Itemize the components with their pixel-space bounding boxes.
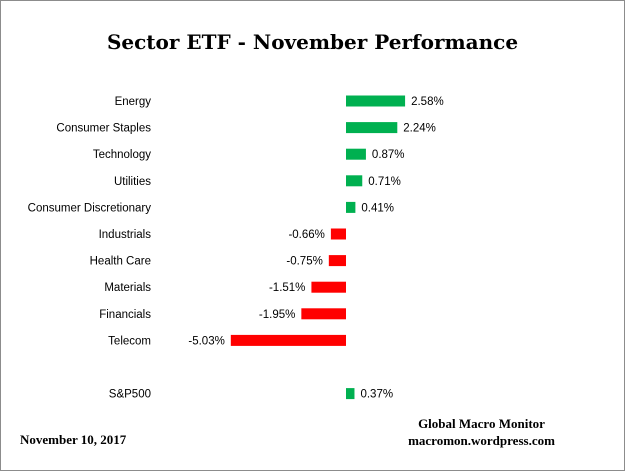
bar xyxy=(330,228,346,240)
category-label: Consumer Discretionary xyxy=(28,202,152,214)
bar xyxy=(346,148,366,160)
value-label: -1.51% xyxy=(269,282,305,294)
category-label: Energy xyxy=(115,96,152,108)
category-label: Materials xyxy=(104,282,151,294)
bar xyxy=(328,255,346,267)
value-label: 2.58% xyxy=(411,96,444,108)
value-label: -0.66% xyxy=(288,229,324,241)
value-label: 2.24% xyxy=(403,123,436,135)
source-credit: Global Macro Monitor macromon.wordpress.… xyxy=(364,415,599,449)
category-label: Health Care xyxy=(90,256,151,268)
chart-date: November 10, 2017 xyxy=(20,432,127,447)
bar xyxy=(311,281,346,293)
source-url: macromon.wordpress.com xyxy=(408,433,555,448)
bar xyxy=(346,175,363,187)
value-label: 0.71% xyxy=(368,176,401,188)
bar xyxy=(301,308,346,320)
labels-layer: Energy 2.58% Consumer Staples 2.24% Technolo… xyxy=(28,96,444,401)
value-label: 0.37% xyxy=(360,389,393,401)
bar xyxy=(346,388,355,400)
category-label: Financials xyxy=(99,309,151,321)
category-label: Consumer Staples xyxy=(56,123,151,135)
category-label: Technology xyxy=(93,149,151,161)
bars-layer xyxy=(230,95,406,400)
value-label: -0.75% xyxy=(286,256,322,268)
value-label: -5.03% xyxy=(188,335,224,347)
bar xyxy=(346,201,356,213)
bar xyxy=(346,122,398,134)
category-label: Industrials xyxy=(99,229,152,241)
source-name: Global Macro Monitor xyxy=(418,416,545,431)
chart-title: Sector ETF - November Performance xyxy=(106,30,519,54)
category-label: Telecom xyxy=(108,335,151,347)
category-label: Utilities xyxy=(114,176,151,188)
value-label: -1.95% xyxy=(259,309,295,321)
value-label: 0.87% xyxy=(372,149,405,161)
category-label: S&P500 xyxy=(109,389,151,401)
bar xyxy=(346,95,406,107)
bar xyxy=(230,334,346,346)
value-label: 0.41% xyxy=(361,202,394,214)
